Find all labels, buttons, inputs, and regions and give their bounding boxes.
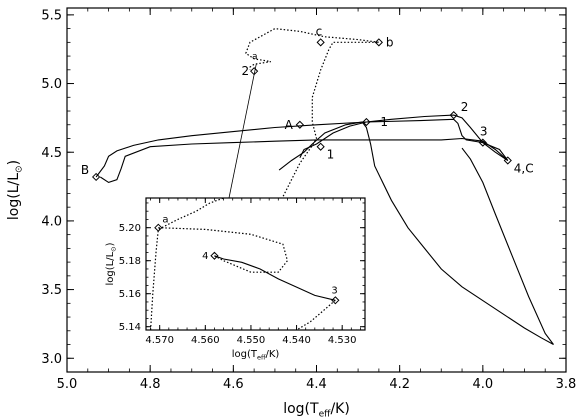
main-y-tick-label: 4.5 xyxy=(41,146,62,161)
inset-track-4 xyxy=(214,255,336,301)
inset-y-tick-label: 5.16 xyxy=(119,289,141,300)
inset-y-axis-label-part: ) xyxy=(105,242,116,246)
main-marker-label: b xyxy=(386,35,394,49)
main-diamond-marker xyxy=(449,111,458,120)
main-marker-label: 4,C xyxy=(514,161,534,175)
main-x-axis-label-part: /K) xyxy=(330,401,349,417)
main-diamond-marker xyxy=(92,172,101,182)
inset-y-tick-label: 5.18 xyxy=(119,256,141,267)
main-track-3 xyxy=(95,118,509,178)
main-y-axis-label-part: ) xyxy=(6,160,22,165)
main-y-tick-label: 3.0 xyxy=(41,352,62,367)
main-marker-label: 3 xyxy=(480,125,488,139)
main-x-axis-label: log(Teff/K) xyxy=(283,401,350,418)
main-y-axis-label-subscript: ⊙ xyxy=(15,165,25,173)
inset-y-tick-label: 5.14 xyxy=(119,322,141,333)
inset-plot-frame xyxy=(145,197,366,331)
inset-x-axis-label-part: log(T xyxy=(232,349,258,360)
main-diamond-marker xyxy=(316,142,325,151)
inset-x-tick-label: 4.570 xyxy=(145,335,174,346)
main-marker-label: B xyxy=(81,163,89,177)
main-diamond-marker xyxy=(374,38,383,47)
inset-marker-label: a xyxy=(162,215,168,226)
main-marker-label: A xyxy=(285,118,294,132)
inset-x-tick-label: 4.530 xyxy=(328,335,357,346)
main-small-label: a xyxy=(252,52,258,62)
main-diamond-marker xyxy=(478,138,487,147)
main-marker-label: 1 xyxy=(327,148,335,162)
main-y-axis-label: log(L/L⊙) xyxy=(6,160,25,220)
inset-connector-line xyxy=(228,64,257,199)
main-track-1 xyxy=(299,114,509,161)
inset-x-axis-label-subscript: eff xyxy=(257,354,266,362)
main-marker-label: 1 xyxy=(380,115,388,129)
main-x-tick-label: 3.8 xyxy=(556,377,577,392)
inset-diamond-marker xyxy=(154,223,163,232)
main-track-2 xyxy=(278,121,554,345)
main-diamond-marker xyxy=(503,156,512,165)
main-x-tick-label: 4.4 xyxy=(306,377,327,392)
main-y-tick-label: 3.5 xyxy=(41,283,62,298)
main-track-4 xyxy=(100,137,509,184)
main-x-tick-label: 5.0 xyxy=(57,377,78,392)
main-x-axis-label-part: log(T xyxy=(283,401,319,417)
inset-x-tick-label: 4.540 xyxy=(282,335,311,346)
inset-y-axis-label: log(L/L⊙) xyxy=(105,242,118,285)
inset-marker-label: 3 xyxy=(331,285,337,296)
inset-marker-label: 4 xyxy=(202,251,208,262)
main-marker-label: c xyxy=(316,24,323,38)
inset-y-axis-label-part: log(L/L xyxy=(105,251,116,285)
inset-diamond-marker xyxy=(331,296,340,305)
main-x-tick-label: 4.2 xyxy=(389,377,410,392)
main-x-tick-label: 4.8 xyxy=(140,377,161,392)
inset-track-1 xyxy=(150,198,224,330)
main-diamond-marker xyxy=(316,38,325,47)
main-marker-label: 2 xyxy=(461,100,469,114)
main-marker-label: 2 xyxy=(241,64,249,78)
main-track-5 xyxy=(245,27,379,197)
main-x-axis-label-subscript: eff xyxy=(319,410,332,418)
inset-x-tick-label: 4.560 xyxy=(191,335,220,346)
main-x-tick-label: 4.0 xyxy=(472,377,493,392)
main-diamond-marker xyxy=(295,120,304,129)
inset-y-axis-label-subscript: ⊙ xyxy=(110,246,118,251)
main-diamond-marker xyxy=(362,117,371,127)
main-y-tick-label: 5.0 xyxy=(41,77,62,92)
inset-y-tick-label: 5.20 xyxy=(119,223,141,234)
inset-x-axis-label: log(Teff/K) xyxy=(232,349,280,362)
main-y-axis-label-part: log(L/L xyxy=(6,173,22,220)
main-y-tick-label: 4.0 xyxy=(41,214,62,229)
inset-x-tick-label: 4.550 xyxy=(237,335,266,346)
inset-diamond-marker xyxy=(210,251,219,260)
inset-track-3 xyxy=(296,299,336,330)
main-x-tick-label: 4.6 xyxy=(223,377,244,392)
inset-x-axis-label-part: /K) xyxy=(265,349,279,360)
main-y-tick-label: 5.5 xyxy=(41,8,62,23)
